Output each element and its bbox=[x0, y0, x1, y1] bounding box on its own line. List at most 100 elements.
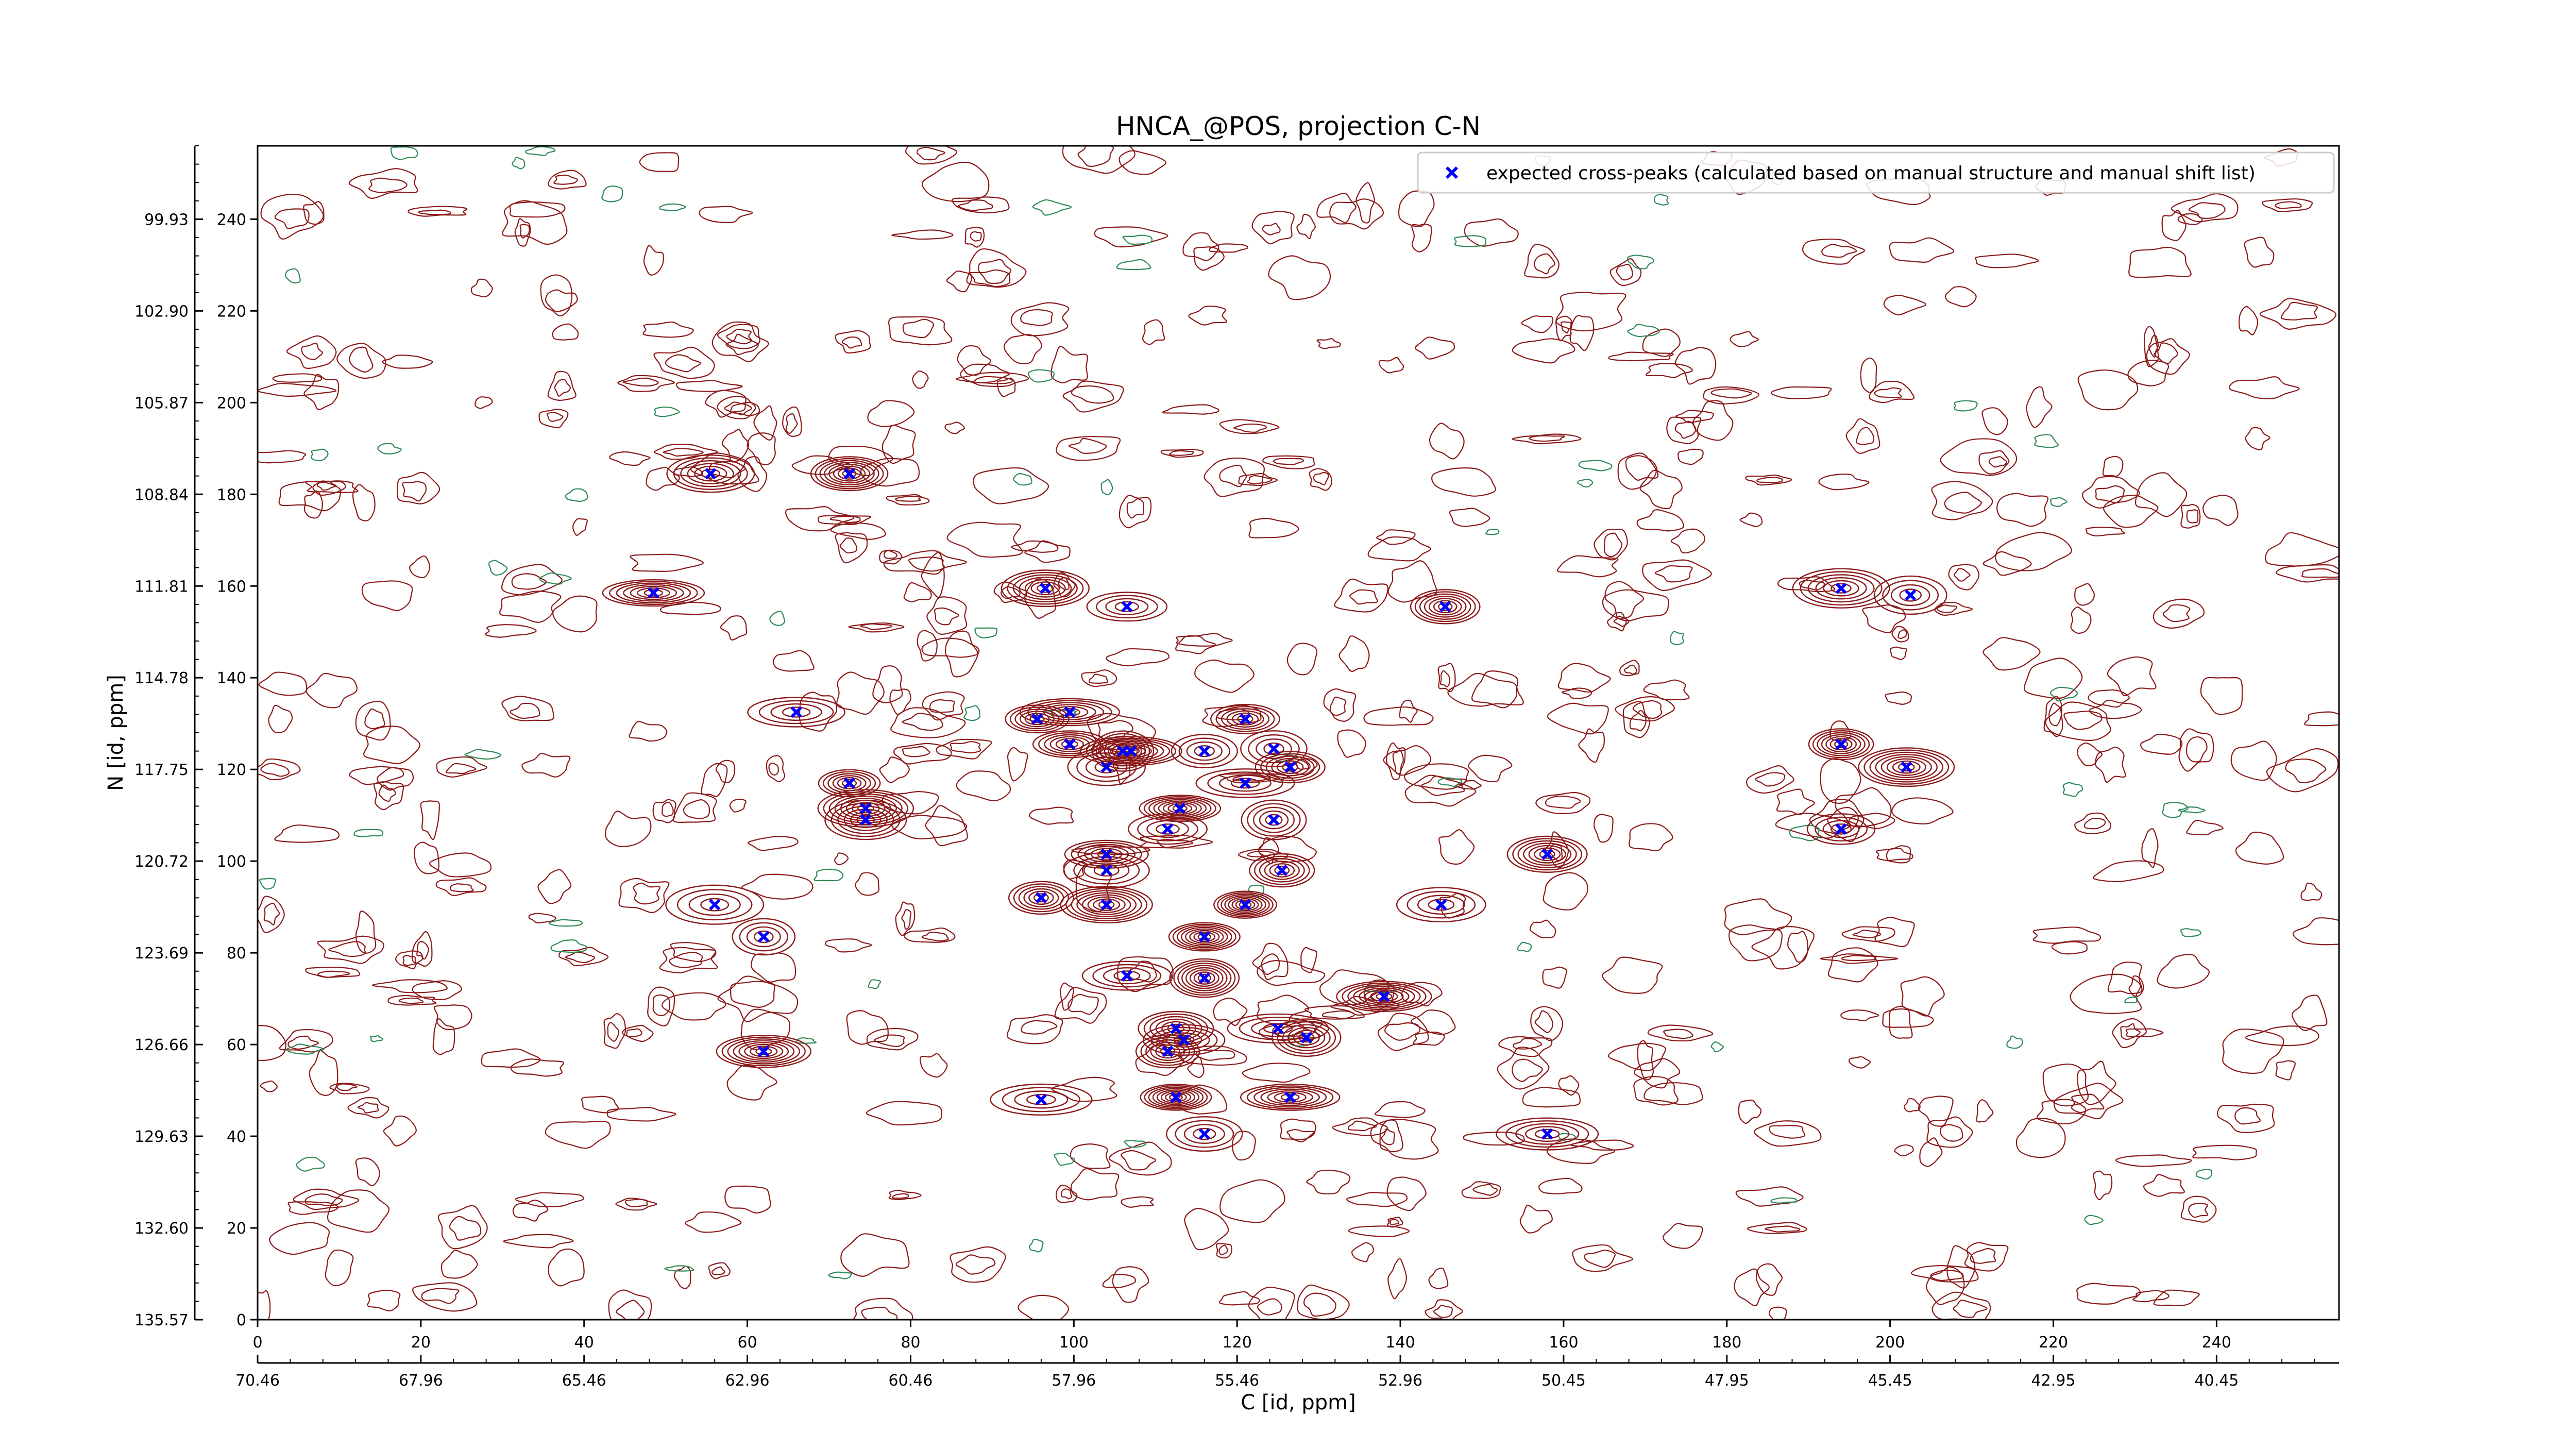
peak-contour bbox=[819, 460, 879, 487]
noise-contour bbox=[969, 269, 1011, 288]
peak-contour bbox=[1076, 752, 1137, 782]
noise-contour bbox=[1594, 528, 1628, 561]
noise-contour bbox=[839, 537, 857, 554]
noise-contour bbox=[1529, 435, 1565, 442]
peak-contour bbox=[1013, 883, 1070, 913]
peak-contour bbox=[1271, 757, 1310, 777]
peak-contour bbox=[1093, 898, 1121, 911]
noise-contour bbox=[902, 746, 930, 757]
noise-contour bbox=[2234, 1107, 2261, 1125]
peak-marker bbox=[1162, 1046, 1174, 1057]
peak-contour bbox=[1226, 710, 1264, 728]
noise-contour bbox=[409, 555, 430, 579]
noise-contour bbox=[2300, 882, 2323, 901]
noise-contour bbox=[355, 911, 377, 954]
noise-contour bbox=[917, 630, 938, 662]
peak-contour bbox=[1815, 816, 1868, 841]
noise-contour bbox=[1376, 529, 1416, 545]
noise-contour bbox=[1835, 787, 1892, 828]
noise-contour bbox=[1692, 400, 1734, 441]
peak-contour bbox=[1515, 1123, 1580, 1145]
peak-contour bbox=[1076, 892, 1137, 917]
noise-contour bbox=[2089, 700, 2142, 719]
noise-contour bbox=[817, 515, 872, 526]
peak-marker bbox=[1198, 972, 1210, 984]
noise-contour bbox=[2239, 306, 2258, 335]
noise-contour bbox=[2115, 1154, 2192, 1167]
noise-contour bbox=[662, 992, 726, 1021]
peak-contour bbox=[1539, 850, 1555, 859]
noise-contour bbox=[1666, 416, 1702, 444]
noise-contour bbox=[317, 970, 350, 978]
noise-contour bbox=[1162, 404, 1219, 415]
noise-contour bbox=[1071, 385, 1114, 404]
noise-contour bbox=[1215, 1243, 1232, 1259]
noise-contour bbox=[1257, 960, 1326, 986]
peak-marker bbox=[1100, 899, 1112, 911]
noise-contour bbox=[2103, 494, 2159, 528]
peak-marker bbox=[1198, 1128, 1210, 1140]
peak-contour bbox=[1274, 1091, 1307, 1103]
noise-contour bbox=[1613, 615, 1627, 627]
noise-contour bbox=[1848, 1056, 1871, 1069]
noise-contour bbox=[502, 200, 568, 245]
peak-contour bbox=[1143, 796, 1216, 821]
noise-contour bbox=[305, 480, 359, 494]
x-tick-label: 80 bbox=[901, 1334, 920, 1352]
noise-contour bbox=[2222, 1029, 2284, 1074]
noise-contour bbox=[1535, 791, 1591, 814]
noise-contour bbox=[633, 882, 661, 905]
noise-contour bbox=[973, 376, 1013, 384]
peak-contour bbox=[1265, 814, 1283, 826]
noise-contour bbox=[1013, 473, 1032, 486]
noise-contour bbox=[435, 877, 487, 896]
noise-contour bbox=[352, 484, 376, 521]
noise-contour bbox=[1238, 473, 1278, 486]
peak-contour bbox=[828, 793, 903, 823]
noise-contour bbox=[336, 343, 386, 379]
noise-contour bbox=[701, 763, 728, 797]
noise-contour bbox=[499, 591, 562, 623]
noise-contour bbox=[1891, 626, 1909, 643]
noise-contour bbox=[2140, 733, 2183, 755]
noise-contour bbox=[1670, 528, 1705, 554]
noise-contour bbox=[1964, 1242, 2009, 1272]
noise-contour bbox=[2301, 568, 2339, 578]
noise-contour bbox=[2259, 298, 2336, 330]
noise-contour bbox=[488, 560, 508, 576]
noise-contour bbox=[1106, 648, 1170, 667]
peak-contour bbox=[1172, 923, 1236, 950]
peak-contour bbox=[782, 706, 811, 718]
noise-contour bbox=[1112, 1266, 1149, 1303]
noise-contour bbox=[662, 802, 674, 817]
peak-contour bbox=[1277, 1021, 1336, 1054]
y-ppm-tick-label: 123.69 bbox=[134, 945, 189, 963]
noise-contour bbox=[922, 161, 990, 203]
noise-contour bbox=[791, 455, 853, 475]
noise-contour bbox=[860, 623, 893, 630]
peak-contour bbox=[1423, 596, 1467, 618]
peak-contour bbox=[1097, 850, 1116, 859]
noise-contour bbox=[1232, 1131, 1256, 1161]
peak-marker bbox=[1174, 802, 1186, 814]
peak-contour bbox=[1067, 748, 1146, 786]
peak-contour bbox=[1506, 835, 1588, 873]
noise-contour bbox=[834, 852, 849, 866]
noise-contour bbox=[1799, 579, 1825, 591]
x-ppm-tick-label: 45.45 bbox=[1868, 1372, 1912, 1390]
noise-contour bbox=[1208, 243, 1248, 253]
noise-contour bbox=[946, 270, 972, 293]
noise-contour bbox=[1102, 1273, 1136, 1288]
noise-contour bbox=[1926, 1116, 1973, 1148]
noise-contour bbox=[2006, 1035, 2023, 1049]
noise-contour bbox=[889, 688, 911, 715]
noise-contour bbox=[1538, 1177, 1583, 1194]
peak-contour bbox=[753, 930, 774, 943]
noise-contour bbox=[1512, 433, 1582, 445]
noise-contour bbox=[260, 763, 290, 777]
noise-contour bbox=[260, 1080, 278, 1092]
peak-contour bbox=[755, 1047, 772, 1056]
peak-contour bbox=[1342, 982, 1427, 1010]
y-ppm-tick-label: 108.84 bbox=[134, 486, 189, 504]
noise-contour bbox=[647, 986, 675, 1026]
